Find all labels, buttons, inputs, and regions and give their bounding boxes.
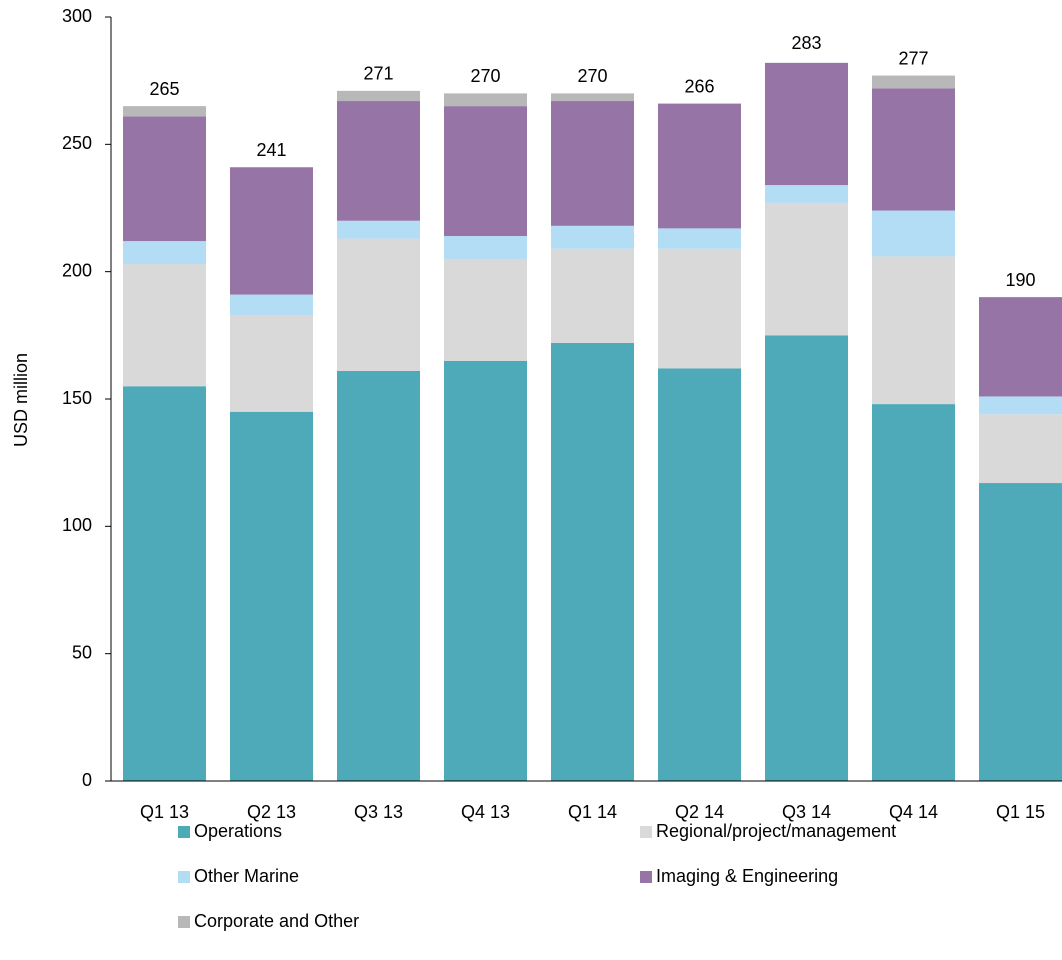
- bar-segment: [551, 248, 634, 343]
- bar-segment: [444, 93, 527, 107]
- bar-segment: [765, 185, 848, 203]
- legend-swatch: [178, 871, 190, 883]
- bar-segment: [337, 238, 420, 371]
- total-label: 241: [256, 140, 286, 160]
- y-tick-label: 300: [62, 6, 92, 26]
- bar-segment: [230, 294, 313, 315]
- bar-segment: [551, 225, 634, 249]
- y-tick-label: 100: [62, 515, 92, 535]
- x-tick-label: Q4 13: [461, 802, 510, 822]
- total-label: 277: [898, 48, 928, 68]
- bar-segment: [979, 297, 1062, 397]
- x-tick-label: Q1 15: [996, 802, 1045, 822]
- bar-segment: [765, 202, 848, 336]
- legend-label: Operations: [194, 821, 282, 841]
- legend-swatch: [178, 826, 190, 838]
- bar-segment: [872, 75, 955, 89]
- bar-segment: [658, 248, 741, 369]
- bar-segment: [123, 264, 206, 387]
- x-tick-label: Q3 13: [354, 802, 403, 822]
- y-tick-label: 200: [62, 260, 92, 280]
- bar-segment: [765, 335, 848, 781]
- total-label: 265: [149, 79, 179, 99]
- bar-segment: [337, 90, 420, 102]
- y-tick-label: 250: [62, 133, 92, 153]
- bar-segment: [658, 103, 741, 229]
- x-tick-label: Q4 14: [889, 802, 938, 822]
- legend-label: Other Marine: [194, 866, 299, 886]
- bar-segment: [658, 228, 741, 249]
- bar-segment: [872, 88, 955, 211]
- legend-swatch: [178, 916, 190, 928]
- total-label: 190: [1005, 270, 1035, 290]
- bar-segment: [551, 101, 634, 226]
- bar-segment: [444, 360, 527, 781]
- bar-segment: [337, 370, 420, 781]
- x-tick-label: Q2 14: [675, 802, 724, 822]
- bar-segment: [658, 368, 741, 781]
- bar-segment: [230, 314, 313, 412]
- bar-segment: [444, 258, 527, 361]
- bar-segment: [979, 396, 1062, 415]
- y-axis-label: USD million: [11, 353, 31, 447]
- x-tick-label: Q3 14: [782, 802, 831, 822]
- bar-segment: [444, 236, 527, 259]
- bar-segment: [979, 483, 1062, 781]
- bar-segment: [551, 342, 634, 781]
- legend-label: Corporate and Other: [194, 911, 359, 931]
- bar-segment: [872, 256, 955, 405]
- bar-segment: [337, 101, 420, 221]
- bar-segment: [444, 106, 527, 237]
- x-tick-label: Q1 13: [140, 802, 189, 822]
- bar-segment: [230, 167, 313, 295]
- y-tick-label: 150: [62, 388, 92, 408]
- bar-segment: [872, 404, 955, 781]
- x-tick-label: Q2 13: [247, 802, 296, 822]
- bar-segment: [765, 62, 848, 186]
- x-tick-label: Q1 14: [568, 802, 617, 822]
- bar-segment: [979, 414, 1062, 484]
- legend-label: Regional/project/management: [656, 821, 896, 841]
- total-label: 270: [577, 66, 607, 86]
- bar-segment: [551, 93, 634, 102]
- legend-swatch: [640, 826, 652, 838]
- total-label: 270: [470, 66, 500, 86]
- legend-swatch: [640, 871, 652, 883]
- bar-segment: [337, 220, 420, 239]
- total-label: 271: [363, 64, 393, 84]
- bar-segment: [123, 106, 206, 117]
- bar-segment: [872, 210, 955, 257]
- legend-label: Imaging & Engineering: [656, 866, 838, 886]
- bar-segment: [123, 386, 206, 781]
- bar-segment: [123, 116, 206, 242]
- y-tick-label: 50: [72, 642, 92, 662]
- bar-segment: [230, 411, 313, 781]
- total-label: 266: [684, 76, 714, 96]
- bar-segment: [123, 241, 206, 265]
- total-label: 283: [791, 33, 821, 53]
- y-tick-label: 0: [82, 770, 92, 790]
